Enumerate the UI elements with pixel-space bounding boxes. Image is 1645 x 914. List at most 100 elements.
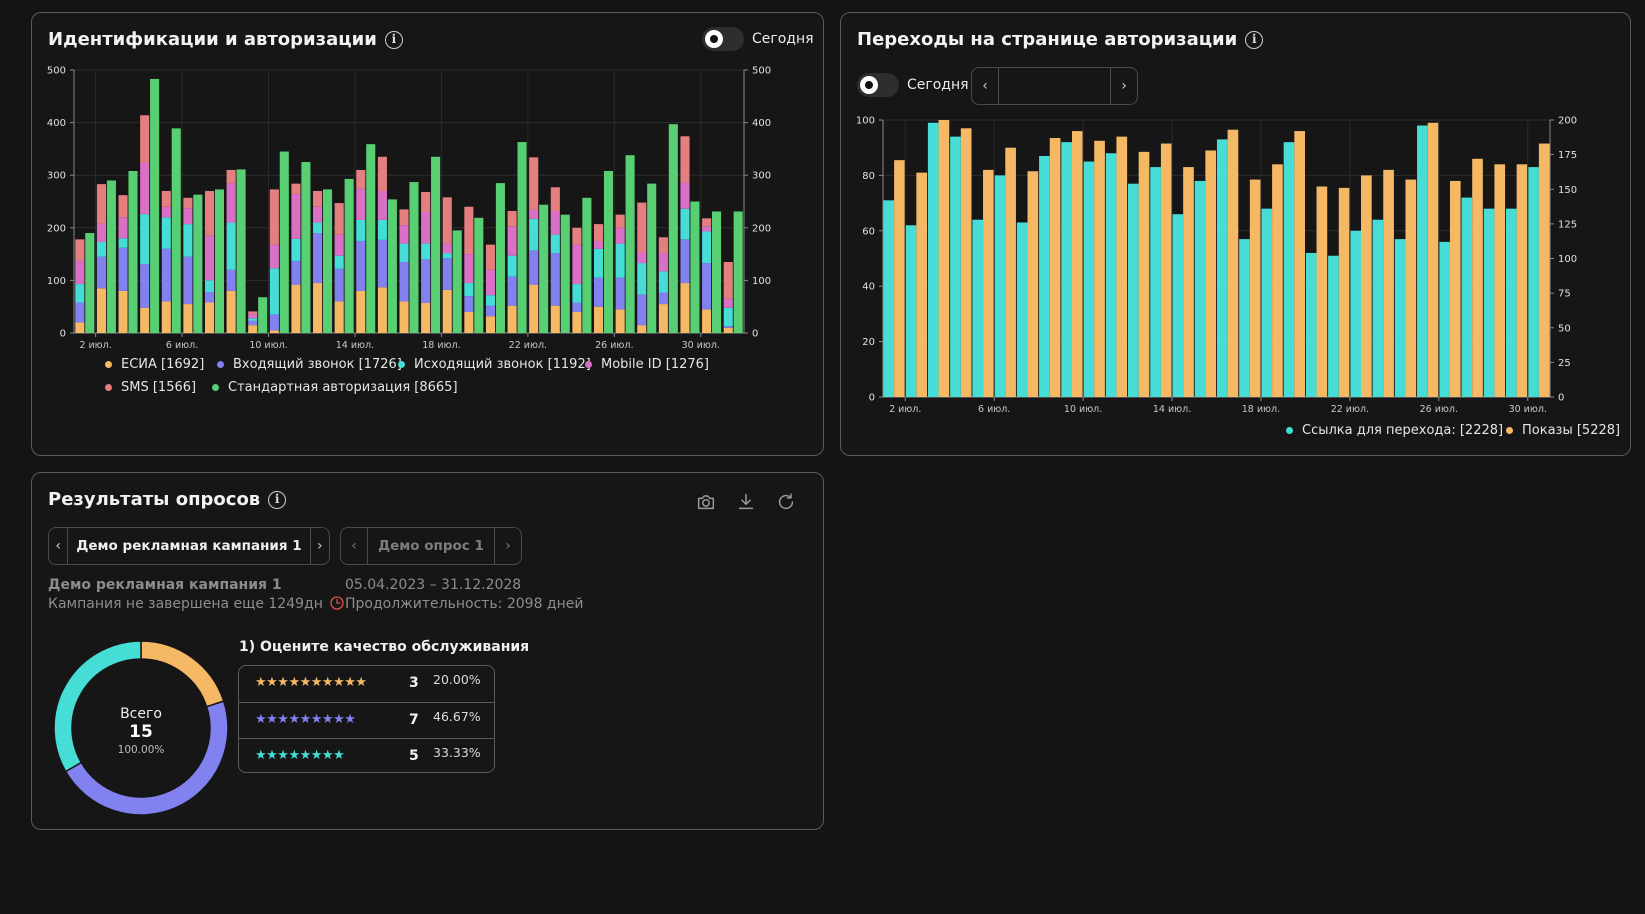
bar-incoming[interactable] xyxy=(183,256,193,305)
bar-mobile[interactable] xyxy=(377,190,387,220)
bar-mobile[interactable] xyxy=(161,206,171,218)
bar-link[interactable] xyxy=(1261,208,1273,397)
bar-esia[interactable] xyxy=(356,290,366,333)
bar-incoming[interactable] xyxy=(161,248,171,302)
bar-link[interactable] xyxy=(994,175,1006,397)
bar-views[interactable] xyxy=(1405,179,1417,397)
bar-standard[interactable] xyxy=(171,128,181,333)
campaign-pager-label[interactable]: Демо рекламная кампания 1 xyxy=(76,538,302,554)
bar-standard[interactable] xyxy=(431,156,441,333)
bar-standard[interactable] xyxy=(517,142,527,333)
info-icon[interactable]: i xyxy=(384,31,403,49)
bar-outgoing[interactable] xyxy=(594,248,604,278)
bar-standard[interactable] xyxy=(409,182,419,333)
bar-standard[interactable] xyxy=(733,211,743,333)
bar-views[interactable] xyxy=(1427,122,1439,398)
bar-outgoing[interactable] xyxy=(723,307,733,327)
bar-incoming[interactable] xyxy=(637,294,647,326)
bar-esia[interactable] xyxy=(421,303,431,333)
bar-esia[interactable] xyxy=(680,283,690,333)
bar-incoming[interactable] xyxy=(615,277,625,310)
bar-sms[interactable] xyxy=(594,224,604,241)
bar-standard[interactable] xyxy=(495,183,505,333)
bar-standard[interactable] xyxy=(647,183,657,333)
bar-esia[interactable] xyxy=(313,283,323,333)
survey-pager-label[interactable]: Демо опрос 1 xyxy=(378,538,484,554)
bar-outgoing[interactable] xyxy=(464,283,474,297)
legend-item-standard[interactable]: Стандартная авторизация [8665] xyxy=(212,380,458,395)
rating-row[interactable]: ★★★★★★★★ 5 33.33% xyxy=(239,738,494,775)
bar-views[interactable] xyxy=(894,160,905,397)
chevron-right-icon[interactable]: › xyxy=(494,528,521,564)
bar-standard[interactable] xyxy=(106,180,116,333)
bar-link[interactable] xyxy=(1461,197,1473,397)
chevron-right-icon[interactable]: › xyxy=(309,528,329,564)
bar-views[interactable] xyxy=(1227,129,1239,397)
bar-sms[interactable] xyxy=(226,169,236,184)
rating-row[interactable]: ★★★★★★★★★ 7 46.67% xyxy=(239,702,494,739)
bar-link[interactable] xyxy=(1283,142,1295,397)
legend-item-link[interactable]: Ссылка для перехода: [2228] xyxy=(1286,423,1503,438)
bar-standard[interactable] xyxy=(258,297,268,333)
bar-link[interactable] xyxy=(1150,167,1161,397)
bar-views[interactable] xyxy=(1027,171,1039,397)
bar-outgoing[interactable] xyxy=(140,214,150,265)
bar-sms[interactable] xyxy=(377,156,387,191)
bar-outgoing[interactable] xyxy=(269,268,279,315)
bar-standard[interactable] xyxy=(690,201,700,334)
bar-mobile[interactable] xyxy=(550,210,560,235)
bar-link[interactable] xyxy=(1128,183,1139,397)
bar-incoming[interactable] xyxy=(550,253,560,306)
bar-link[interactable] xyxy=(1417,125,1428,397)
bar-outgoing[interactable] xyxy=(377,219,387,240)
bar-mobile[interactable] xyxy=(399,225,409,244)
bar-mobile[interactable] xyxy=(594,240,604,249)
bar-standard[interactable] xyxy=(366,144,376,333)
transitions-today-toggle[interactable]: Сегодня xyxy=(857,73,969,97)
bar-mobile[interactable] xyxy=(442,243,452,254)
bar-esia[interactable] xyxy=(248,325,258,333)
bar-sms[interactable] xyxy=(572,227,582,245)
bar-outgoing[interactable] xyxy=(615,243,625,278)
rating-row[interactable]: ★★★★★★★★★★ 3 20.00% xyxy=(239,666,494,702)
bar-views[interactable] xyxy=(1538,143,1550,397)
legend-item-incoming[interactable]: Входящий звонок [1726] xyxy=(217,357,402,372)
bar-sms[interactable] xyxy=(118,195,128,218)
bar-views[interactable] xyxy=(1294,131,1305,397)
bar-mobile[interactable] xyxy=(183,208,193,225)
bar-esia[interactable] xyxy=(594,306,604,333)
bar-views[interactable] xyxy=(1316,186,1328,397)
bar-esia[interactable] xyxy=(269,330,279,333)
bar-sms[interactable] xyxy=(680,136,690,183)
bar-mobile[interactable] xyxy=(658,253,668,272)
bar-standard[interactable] xyxy=(344,178,354,333)
bar-views[interactable] xyxy=(1361,175,1372,397)
bar-outgoing[interactable] xyxy=(637,263,647,295)
bar-mobile[interactable] xyxy=(291,194,301,239)
bar-sms[interactable] xyxy=(96,184,106,224)
bar-views[interactable] xyxy=(938,120,950,397)
bar-views[interactable] xyxy=(983,169,994,397)
bar-link[interactable] xyxy=(1194,180,1206,397)
bar-sms[interactable] xyxy=(75,239,85,261)
bar-esia[interactable] xyxy=(723,327,733,333)
bar-sms[interactable] xyxy=(269,189,279,245)
bar-views[interactable] xyxy=(1472,158,1483,397)
bar-link[interactable] xyxy=(883,200,895,397)
bar-esia[interactable] xyxy=(464,311,474,333)
bar-standard[interactable] xyxy=(279,151,289,333)
bar-esia[interactable] xyxy=(529,284,539,333)
bar-incoming[interactable] xyxy=(485,305,496,317)
bar-views[interactable] xyxy=(1249,179,1261,397)
bar-views[interactable] xyxy=(1516,164,1528,397)
bar-sms[interactable] xyxy=(183,197,193,209)
bar-esia[interactable] xyxy=(615,309,625,333)
bar-outgoing[interactable] xyxy=(658,271,668,293)
bar-link[interactable] xyxy=(1172,214,1184,397)
bar-incoming[interactable] xyxy=(334,268,344,302)
bar-incoming[interactable] xyxy=(464,296,474,312)
bar-link[interactable] xyxy=(1505,208,1517,397)
bar-views[interactable] xyxy=(1449,180,1461,397)
chevron-left-icon[interactable]: ‹ xyxy=(49,528,69,564)
bar-views[interactable] xyxy=(1494,164,1506,397)
